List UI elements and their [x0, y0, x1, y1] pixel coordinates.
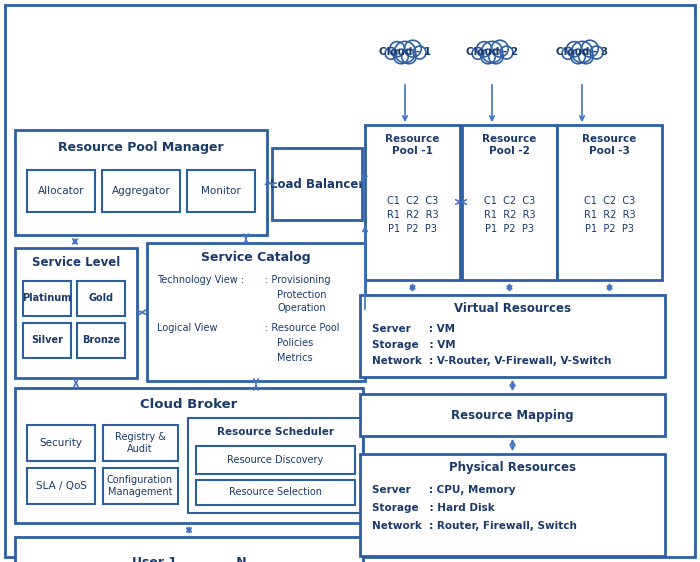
FancyBboxPatch shape [360, 454, 665, 556]
Text: Cloud - 1: Cloud - 1 [379, 47, 431, 57]
FancyBboxPatch shape [187, 170, 255, 212]
FancyBboxPatch shape [15, 388, 363, 523]
FancyBboxPatch shape [103, 468, 178, 504]
Circle shape [582, 40, 598, 57]
Text: Platinum: Platinum [22, 293, 71, 303]
FancyBboxPatch shape [196, 480, 355, 505]
FancyBboxPatch shape [5, 5, 695, 557]
Text: Server     : VM: Server : VM [372, 324, 455, 334]
FancyBboxPatch shape [365, 125, 460, 280]
Text: Logical View: Logical View [157, 323, 218, 333]
Text: User 1 . . . . . . N: User 1 . . . . . . N [132, 556, 246, 562]
Circle shape [394, 42, 416, 62]
Text: Cloud Broker: Cloud Broker [141, 397, 237, 410]
FancyBboxPatch shape [27, 468, 95, 504]
FancyBboxPatch shape [15, 248, 137, 378]
Text: Allocator: Allocator [38, 186, 84, 196]
Circle shape [562, 48, 574, 59]
Text: Policies: Policies [277, 338, 314, 348]
FancyBboxPatch shape [103, 425, 178, 461]
Text: Load Balancer: Load Balancer [270, 178, 364, 191]
Text: Gold: Gold [88, 293, 113, 303]
Circle shape [500, 46, 513, 59]
Text: SLA / QoS: SLA / QoS [36, 481, 87, 491]
Circle shape [481, 49, 496, 64]
FancyBboxPatch shape [272, 148, 362, 220]
FancyBboxPatch shape [462, 125, 557, 280]
Circle shape [402, 49, 416, 64]
Text: Metrics: Metrics [277, 353, 313, 363]
Text: Resource Discovery: Resource Discovery [228, 455, 323, 465]
Text: Cloud - 2: Cloud - 2 [466, 47, 518, 57]
Text: Bronze: Bronze [82, 335, 120, 345]
Text: Cloud - 3: Cloud - 3 [556, 47, 608, 57]
Text: Network  : V-Router, V-Firewall, V-Switch: Network : V-Router, V-Firewall, V-Switch [372, 356, 611, 366]
Text: Physical Resources: Physical Resources [449, 461, 576, 474]
Circle shape [489, 49, 503, 64]
FancyBboxPatch shape [15, 537, 363, 562]
Text: Resource
Pool -1: Resource Pool -1 [385, 134, 440, 156]
FancyBboxPatch shape [23, 323, 71, 358]
Text: Monitor: Monitor [201, 186, 241, 196]
Text: Technology View :: Technology View : [157, 275, 244, 285]
FancyBboxPatch shape [360, 394, 665, 436]
Text: C1  C2  C3
R1  R2  R3
P1  P2  P3: C1 C2 C3 R1 R2 R3 P1 P2 P3 [386, 196, 438, 234]
Text: Operation: Operation [277, 303, 326, 313]
Text: Service Catalog: Service Catalog [201, 251, 311, 264]
Text: Resource Selection: Resource Selection [229, 487, 322, 497]
Circle shape [477, 42, 491, 57]
Text: C1  C2  C3
R1  R2  R3
P1  P2  P3: C1 C2 C3 R1 R2 R3 P1 P2 P3 [584, 196, 636, 234]
Circle shape [579, 49, 593, 64]
Text: Service Level: Service Level [32, 256, 120, 270]
Circle shape [566, 42, 582, 57]
Text: Storage   : Hard Disk: Storage : Hard Disk [372, 503, 495, 513]
FancyBboxPatch shape [557, 125, 662, 280]
FancyBboxPatch shape [27, 170, 95, 212]
Text: C1  C2  C3
R1  R2  R3
P1  P2  P3: C1 C2 C3 R1 R2 R3 P1 P2 P3 [484, 196, 536, 234]
Text: Resource
Pool -3: Resource Pool -3 [582, 134, 637, 156]
Circle shape [385, 48, 397, 59]
Circle shape [590, 46, 603, 59]
Text: Virtual Resources: Virtual Resources [454, 302, 571, 315]
FancyBboxPatch shape [27, 425, 95, 461]
FancyBboxPatch shape [23, 281, 71, 316]
Text: Silver: Silver [31, 335, 63, 345]
Circle shape [472, 48, 484, 59]
FancyBboxPatch shape [102, 170, 180, 212]
Text: Server     : CPU, Memory: Server : CPU, Memory [372, 485, 515, 495]
Circle shape [413, 46, 426, 59]
Text: Protection: Protection [277, 290, 326, 300]
Circle shape [570, 49, 585, 64]
Text: Configuration
Management: Configuration Management [107, 475, 173, 497]
Circle shape [394, 49, 408, 64]
FancyBboxPatch shape [77, 281, 125, 316]
Text: Registry &
Audit: Registry & Audit [115, 432, 165, 454]
FancyBboxPatch shape [188, 418, 363, 513]
Text: Aggregator: Aggregator [111, 186, 170, 196]
Circle shape [571, 42, 593, 62]
FancyBboxPatch shape [15, 130, 267, 235]
Circle shape [482, 42, 503, 62]
Text: Storage   : VM: Storage : VM [372, 340, 456, 350]
Text: Resource Mapping: Resource Mapping [452, 409, 574, 422]
Text: Network  : Router, Firewall, Switch: Network : Router, Firewall, Switch [372, 521, 577, 531]
Circle shape [491, 40, 508, 57]
FancyBboxPatch shape [196, 446, 355, 474]
Text: : Resource Pool: : Resource Pool [265, 323, 340, 333]
FancyBboxPatch shape [147, 243, 365, 381]
Circle shape [405, 40, 421, 57]
Text: Resource Pool Manager: Resource Pool Manager [58, 142, 224, 155]
FancyBboxPatch shape [77, 323, 125, 358]
Text: Security: Security [39, 438, 83, 448]
FancyBboxPatch shape [360, 295, 665, 377]
Text: Resource Scheduler: Resource Scheduler [217, 427, 334, 437]
Circle shape [390, 42, 405, 57]
Text: Resource
Pool -2: Resource Pool -2 [482, 134, 537, 156]
Text: : Provisioning: : Provisioning [265, 275, 330, 285]
